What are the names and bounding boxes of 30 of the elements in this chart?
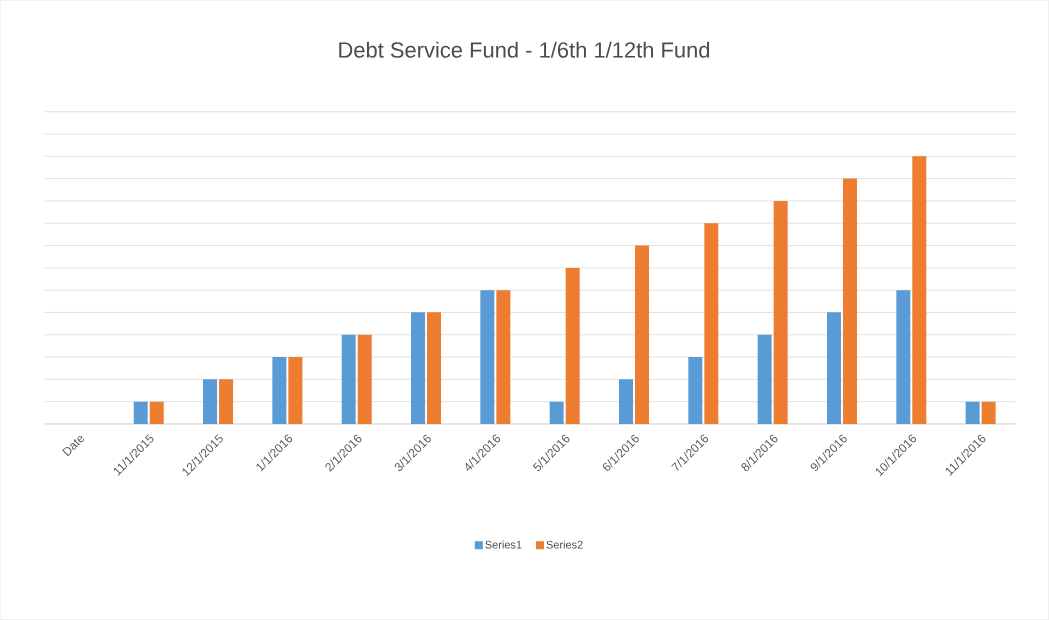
legend-label: Series2 — [546, 540, 583, 549]
bar — [635, 245, 650, 425]
bar — [704, 223, 719, 425]
chart-title: Debt Service Fund - 1/6th 1/12th Fund — [339, 41, 710, 58]
bar — [912, 156, 927, 425]
bar — [826, 312, 841, 425]
bar — [411, 312, 426, 425]
bar — [219, 379, 234, 425]
bar — [896, 290, 911, 425]
bar — [773, 201, 788, 425]
bar — [272, 357, 287, 425]
bar — [288, 357, 303, 425]
legend-label: Series1 — [485, 540, 522, 549]
bar — [341, 334, 356, 425]
bar — [427, 312, 442, 425]
bar — [757, 334, 772, 425]
bar — [619, 379, 634, 425]
bar — [842, 178, 857, 425]
bar — [688, 357, 703, 425]
bar — [480, 290, 495, 425]
bar — [357, 334, 372, 425]
bar — [149, 401, 164, 425]
bar — [981, 401, 996, 425]
bar — [549, 401, 564, 425]
bar — [965, 401, 980, 425]
bar — [496, 290, 511, 425]
bar — [203, 379, 218, 425]
bar — [133, 401, 148, 425]
x-tick-label: Date — [62, 436, 84, 457]
bar — [565, 268, 580, 425]
